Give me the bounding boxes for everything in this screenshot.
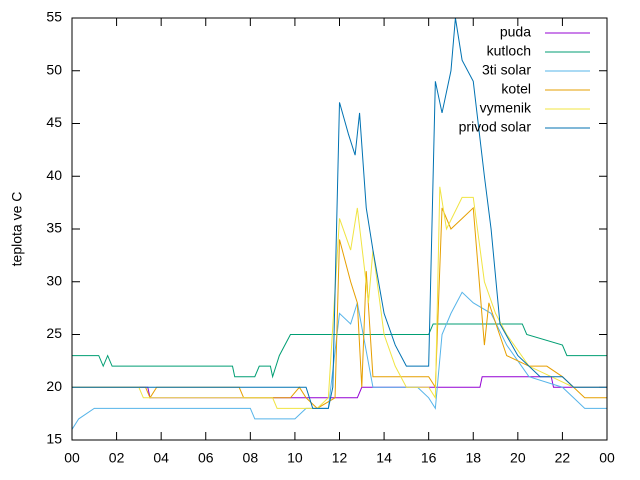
y-tick-label: 30 — [46, 272, 62, 288]
y-axis-label: teplota ve C — [9, 192, 25, 267]
x-tick-label: 02 — [109, 450, 125, 466]
x-tick-label: 14 — [376, 450, 392, 466]
y-tick-label: 15 — [46, 431, 62, 447]
y-tick-label: 50 — [46, 61, 62, 77]
legend-label: 3ti solar — [482, 62, 531, 78]
x-tick-label: 04 — [153, 450, 169, 466]
y-tick-label: 25 — [46, 325, 62, 341]
legend-label: puda — [500, 24, 531, 40]
legend-label: kotel — [501, 81, 531, 97]
x-tick-label: 00 — [599, 450, 615, 466]
legend-label: kutloch — [487, 43, 531, 59]
x-tick-label: 20 — [510, 450, 526, 466]
x-tick-label: 22 — [555, 450, 571, 466]
x-tick-label: 10 — [287, 450, 303, 466]
x-tick-label: 08 — [243, 450, 259, 466]
y-tick-label: 35 — [46, 220, 62, 236]
data-line — [72, 186, 607, 409]
y-tick-label: 45 — [46, 114, 62, 130]
data-line — [71, 291, 607, 430]
data-line — [72, 17, 607, 409]
y-tick-label: 40 — [46, 167, 62, 183]
legend-label: privod solar — [459, 119, 532, 135]
y-tick-label: 55 — [46, 9, 62, 25]
x-tick-label: 00 — [64, 450, 80, 466]
x-tick-label: 16 — [421, 450, 437, 466]
data-line — [72, 323, 607, 379]
x-tick-label: 12 — [332, 450, 348, 466]
x-tick-label: 06 — [198, 450, 214, 466]
legend-label: vymenik — [480, 100, 532, 116]
plot-border — [71, 17, 608, 441]
y-tick-label: 20 — [46, 378, 62, 394]
x-tick-label: 18 — [465, 450, 481, 466]
